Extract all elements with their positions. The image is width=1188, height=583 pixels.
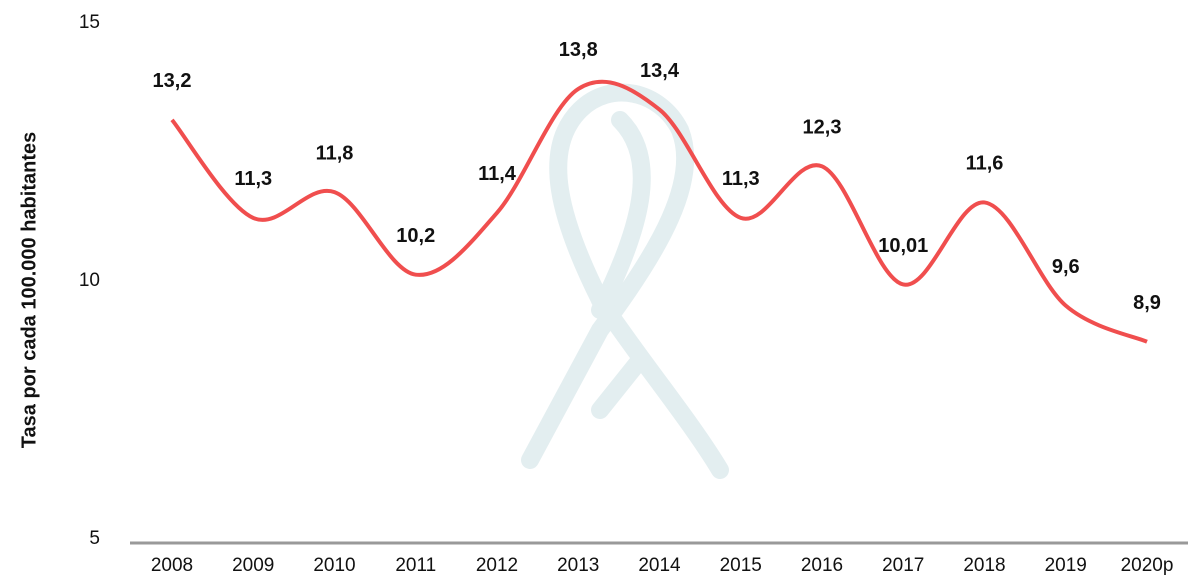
data-label: 13,8 [559, 39, 598, 61]
x-tick-label: 2017 [882, 555, 924, 576]
x-tick-label: 2008 [151, 555, 193, 576]
y-tick-label: 5 [89, 528, 100, 549]
x-tick-label: 2018 [963, 555, 1005, 576]
data-label: 11,3 [234, 168, 272, 190]
data-label: 8,9 [1133, 292, 1161, 314]
x-tick-label: 2011 [395, 555, 436, 576]
data-label: 10,01 [878, 235, 928, 257]
ribbon-watermark [521, 83, 729, 479]
x-tick-label: 2016 [801, 555, 843, 576]
data-label: 9,6 [1052, 256, 1080, 278]
x-tick-label: 2010 [313, 555, 355, 576]
data-label: 11,3 [722, 168, 760, 190]
data-label: 11,4 [478, 163, 517, 185]
x-tick-label: 2009 [232, 555, 274, 576]
x-tick-label: 2019 [1045, 555, 1087, 576]
y-tick-label: 10 [79, 270, 100, 291]
y-tick-label: 15 [79, 12, 100, 33]
y-axis-label: Tasa por cada 100.000 habitantes [18, 132, 40, 448]
x-tick-label: 2013 [557, 555, 599, 576]
data-label: 11,6 [966, 153, 1004, 175]
data-label: 10,2 [396, 225, 435, 247]
data-label: 13,2 [153, 70, 192, 92]
data-label: 12,3 [803, 117, 842, 139]
line [170, 79, 1148, 344]
x-tick-label: 2012 [476, 555, 518, 576]
x-tick-label: 2015 [720, 555, 762, 576]
x-tick-label: 2014 [638, 555, 681, 576]
data-label: 13,4 [640, 60, 680, 82]
x-tick-label: 2020p [1121, 555, 1174, 576]
data-label: 11,8 [316, 142, 354, 164]
